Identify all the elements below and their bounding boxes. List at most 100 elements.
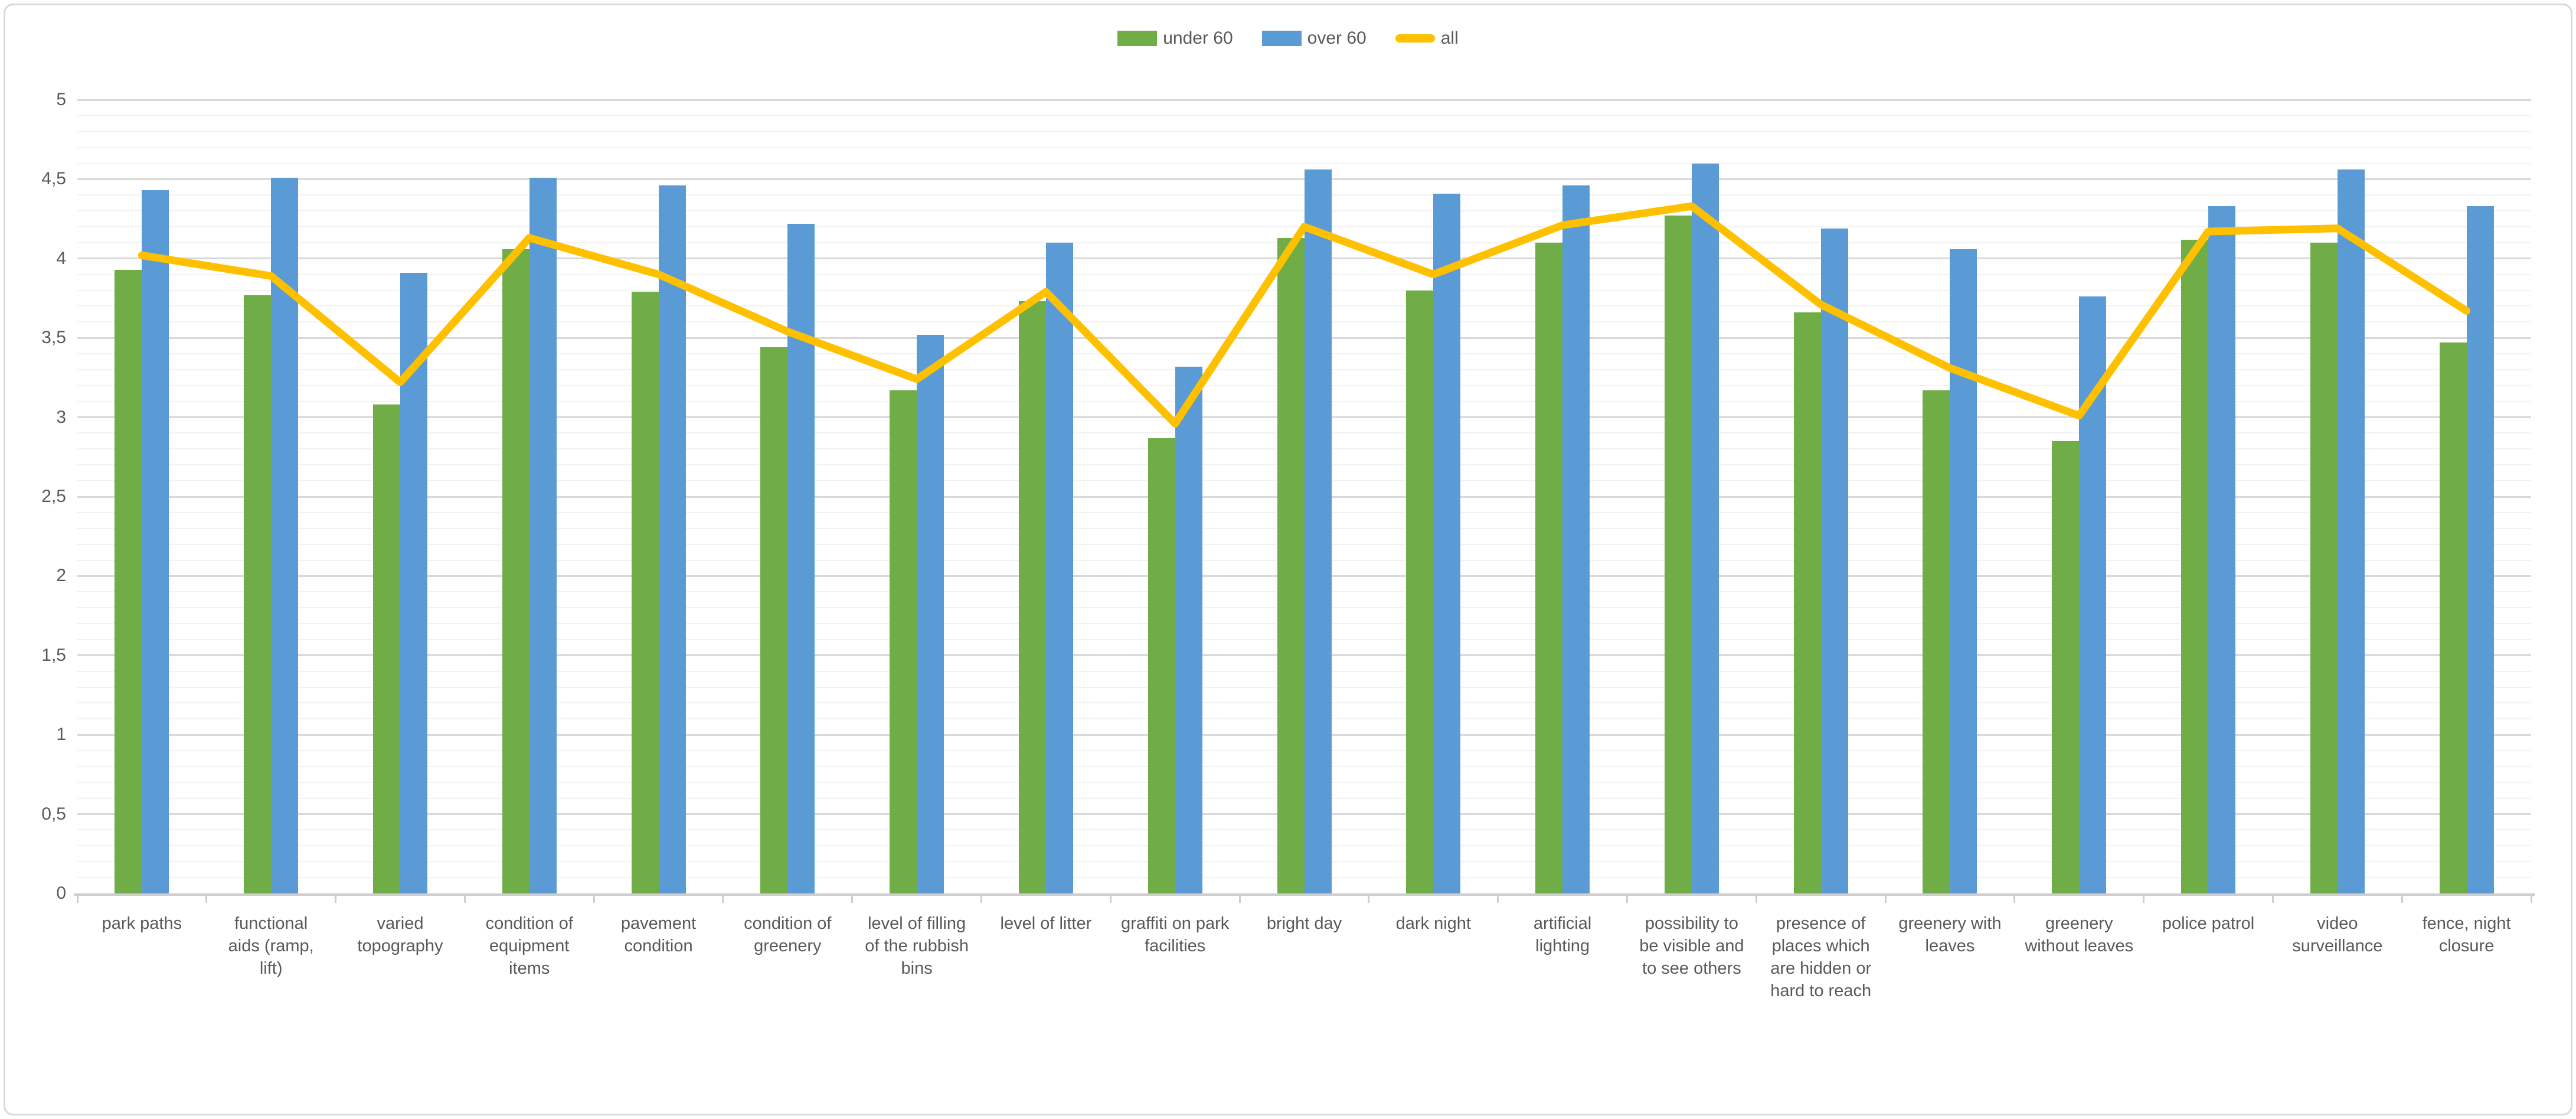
legend-item-over-60: over 60	[1261, 28, 1367, 48]
bar-under-60	[115, 269, 142, 893]
bar-over-60	[529, 177, 557, 893]
bar-over-60	[1691, 163, 1719, 893]
bar-under-60	[631, 292, 659, 893]
bar-over-60	[787, 223, 815, 893]
bar-under-60	[1664, 216, 1692, 893]
legend-item-under-60: under 60	[1117, 28, 1233, 48]
x-axis-tick	[2401, 893, 2403, 903]
x-axis-label: dark night	[1395, 914, 1471, 933]
bar-under-60	[2439, 342, 2467, 893]
x-axis-label: bright day	[1266, 914, 1342, 933]
x-axis-tick	[1626, 893, 1628, 903]
x-axis-tick	[2143, 893, 2145, 903]
bar-over-60	[1950, 249, 1977, 893]
bar-over-60	[1820, 228, 1848, 893]
major-gridline	[77, 99, 2531, 101]
x-axis-label: park paths	[102, 914, 182, 933]
bar-over-60	[658, 185, 686, 893]
bar-under-60	[760, 347, 788, 893]
x-axis-label: level of litter	[1000, 914, 1092, 933]
y-axis-label: 4,5	[41, 169, 66, 189]
minor-gridline	[77, 146, 2531, 148]
x-axis-tick	[335, 893, 337, 903]
bar-over-60	[1304, 169, 1332, 893]
bar-over-60	[2466, 206, 2494, 893]
x-axis-tick	[851, 893, 854, 903]
bar-under-60	[1148, 438, 1175, 893]
x-axis-label: functional aids (ramp, lift)	[228, 914, 314, 978]
x-axis-label: pavement condition	[620, 914, 697, 955]
x-axis-label: condition of greenery	[744, 914, 832, 955]
x-axis-tick	[1368, 893, 1370, 903]
x-axis-tick	[722, 893, 724, 903]
bar-over-60	[2079, 296, 2107, 893]
x-axis-tick	[2013, 893, 2016, 903]
bar-under-60	[1535, 242, 1563, 893]
y-axis-label: 1	[56, 725, 66, 745]
x-axis-line	[74, 893, 2535, 896]
y-axis-label: 1,5	[41, 645, 66, 665]
bar-over-60	[917, 334, 944, 893]
y-axis-label: 2,5	[41, 487, 66, 506]
y-axis-label: 0	[56, 883, 66, 903]
x-axis-tick	[2271, 893, 2274, 903]
bar-over-60	[142, 190, 169, 893]
minor-gridline	[77, 131, 2531, 132]
x-axis-label: video surveillance	[2292, 914, 2383, 955]
legend-label-under-60: under 60	[1163, 28, 1233, 48]
bar-over-60	[2208, 206, 2236, 893]
bar-over-60	[1045, 242, 1073, 893]
y-axis-label: 0,5	[41, 804, 66, 824]
legend-marker-over-60-swatch	[1261, 31, 1302, 46]
bar-over-60	[400, 272, 427, 893]
minor-gridline	[77, 115, 2531, 116]
x-axis-tick	[1884, 893, 1887, 903]
x-axis-label: graffiti on park facilities	[1121, 914, 1230, 955]
x-axis-tick	[205, 893, 208, 903]
x-axis-label: greenery without leaves	[2025, 914, 2134, 955]
x-axis-tick	[593, 893, 595, 903]
x-axis-tick	[463, 893, 466, 903]
legend-marker-all-line	[1395, 34, 1435, 43]
x-axis-tick	[1109, 893, 1112, 903]
bar-under-60	[1277, 237, 1305, 893]
legend-marker-under-60-swatch	[1117, 31, 1158, 46]
legend-label-over-60: over 60	[1307, 28, 1367, 48]
bar-under-60	[502, 249, 529, 893]
bar-over-60	[1562, 185, 1590, 893]
bar-over-60	[1175, 366, 1202, 893]
x-axis-tick	[1238, 893, 1241, 903]
bar-under-60	[2052, 441, 2080, 893]
legend: under 60 over 60 all	[0, 28, 2576, 48]
bar-over-60	[2337, 169, 2365, 893]
x-axis-tick	[980, 893, 983, 903]
bar-under-60	[1923, 390, 1950, 893]
bar-under-60	[1406, 290, 1434, 893]
x-axis-tick	[1755, 893, 1757, 903]
bar-under-60	[1018, 301, 1046, 893]
legend-item-all: all	[1395, 28, 1459, 48]
y-axis-label: 5	[56, 90, 66, 109]
bar-under-60	[244, 295, 272, 893]
legend-label-all: all	[1440, 28, 1459, 48]
bar-over-60	[1433, 193, 1461, 893]
bar-under-60	[2181, 239, 2209, 893]
bar-under-60	[1793, 312, 1821, 893]
x-axis-label: level of filling of the rubbish bins	[865, 914, 969, 978]
bar-under-60	[372, 404, 400, 893]
x-axis-tick	[2530, 893, 2532, 903]
bar-under-60	[2310, 242, 2338, 893]
x-axis-tick	[1497, 893, 1499, 903]
x-axis-label: presence of places which are hidden or h…	[1770, 914, 1872, 1000]
x-axis-label: fence, night closure	[2422, 914, 2511, 955]
y-axis-label: 4	[56, 248, 66, 268]
x-axis-label: possibility to be visible and to see oth…	[1639, 914, 1744, 978]
x-axis-label: police patrol	[2162, 914, 2255, 933]
y-axis-label: 2	[56, 566, 66, 586]
x-axis-label: condition of equipment items	[485, 914, 573, 978]
bar-under-60	[890, 390, 917, 893]
x-axis-label: artificial lighting	[1533, 914, 1592, 955]
x-axis-label: greenery with leaves	[1898, 914, 2002, 955]
